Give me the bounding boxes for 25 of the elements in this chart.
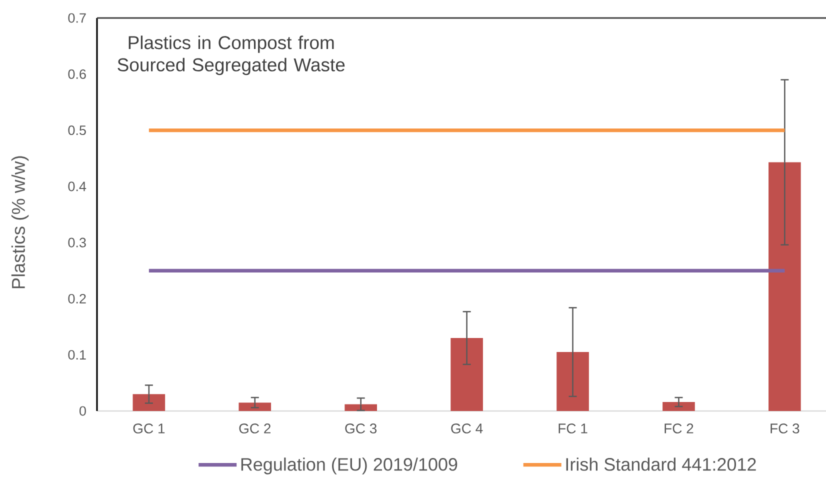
y-axis-title: Plastics (% w/w) (11, 156, 29, 288)
y-tick-label: 0.2 (68, 294, 86, 304)
x-tick-label: FC 2 (664, 424, 694, 434)
bar (344, 404, 377, 411)
bar (450, 338, 483, 411)
x-tick-label: GC 3 (345, 424, 377, 434)
y-tick-label: 0.6 (68, 69, 86, 79)
legend-label: Regulation (EU) 2019/1009 (241, 458, 458, 474)
text: Plastics in Compost from Sourced Segregated Waste (118, 36, 345, 76)
x-tick-label: GC 2 (239, 424, 270, 434)
x-tick-label: GC 4 (451, 424, 483, 434)
bar (132, 394, 166, 411)
y-tick-label: 0.5 (68, 126, 86, 136)
x-tick-label: GC 1 (133, 424, 165, 434)
y-tick-label: 0 (80, 406, 86, 416)
bar (768, 162, 801, 411)
y-tick-label: 0.3 (68, 238, 86, 248)
y-tick-label: 0.1 (68, 350, 86, 360)
y-tick-label: 0.7 (68, 13, 86, 23)
y-tick-label: 0.4 (68, 182, 86, 192)
x-tick-label: FC 3 (770, 424, 800, 434)
bar (662, 402, 695, 411)
legend-label: Irish Standard 441:2012 (566, 458, 756, 471)
bar (238, 402, 272, 411)
x-tick-label: FC 1 (558, 424, 588, 434)
